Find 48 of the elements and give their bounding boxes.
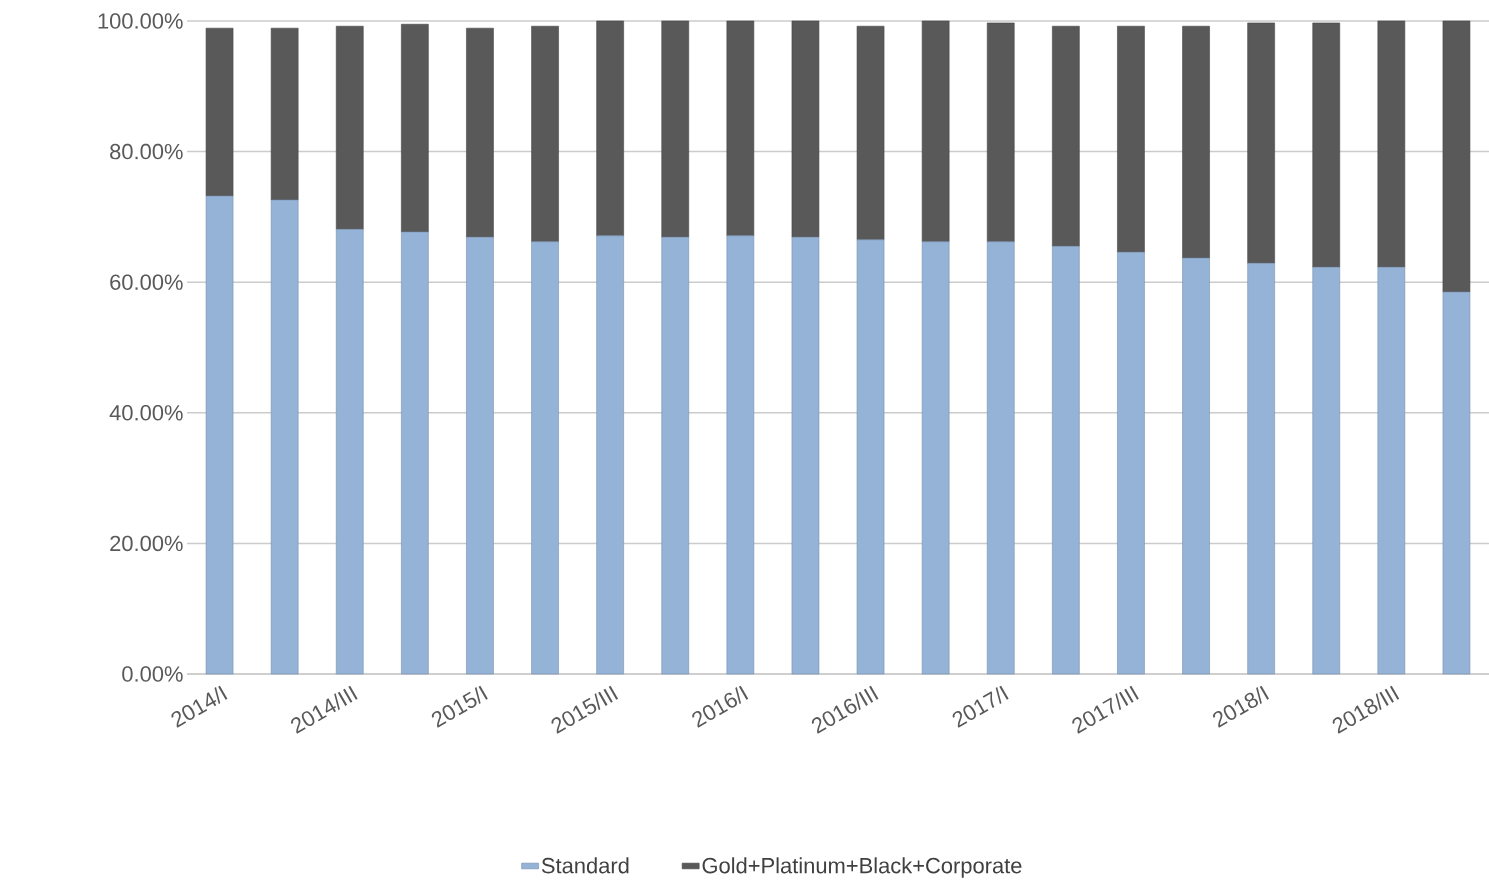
y-tick-label: 40.00% xyxy=(109,405,183,421)
bar xyxy=(531,241,559,675)
bar xyxy=(1377,266,1406,675)
bar xyxy=(1247,262,1275,675)
bar xyxy=(1182,25,1210,259)
bar xyxy=(596,235,624,675)
bar xyxy=(921,241,950,675)
bar xyxy=(335,229,364,675)
bar xyxy=(205,195,234,675)
bar xyxy=(401,231,429,675)
y-tick-label: 20.00% xyxy=(110,535,183,552)
bar xyxy=(1117,25,1145,253)
bar xyxy=(1312,266,1341,675)
bar xyxy=(1312,22,1341,268)
bar xyxy=(726,235,755,675)
bar xyxy=(1117,251,1145,675)
bar xyxy=(1247,22,1275,264)
y-tick-label: 80.00% xyxy=(110,143,183,160)
bar xyxy=(921,20,950,243)
y-tick-label: 0.00% xyxy=(122,666,183,682)
bar xyxy=(856,25,885,241)
bar xyxy=(986,22,1015,243)
bar xyxy=(1442,20,1471,293)
bar xyxy=(1377,20,1406,268)
legend-label: Gold+Platinum+Black+Corporate xyxy=(702,857,1022,878)
bar xyxy=(791,236,820,675)
bar xyxy=(335,25,364,230)
bar xyxy=(401,23,429,233)
bar xyxy=(1182,257,1210,675)
bar xyxy=(791,20,820,238)
bar xyxy=(726,20,755,237)
y-tick-label: 100.00% xyxy=(98,13,183,29)
bar xyxy=(1442,291,1471,675)
bar xyxy=(466,236,494,675)
bar xyxy=(1052,25,1080,247)
y-tick-label: 60.00% xyxy=(110,274,183,290)
bar xyxy=(661,236,690,675)
legend-label: Standard xyxy=(541,857,629,874)
bar xyxy=(466,27,494,238)
bar xyxy=(270,199,299,675)
bar xyxy=(270,27,299,201)
bar xyxy=(596,20,624,237)
bar xyxy=(661,20,690,238)
bar xyxy=(205,27,234,197)
bar xyxy=(1052,245,1080,675)
bar xyxy=(531,25,559,243)
bar xyxy=(986,241,1015,675)
bar xyxy=(856,239,885,675)
